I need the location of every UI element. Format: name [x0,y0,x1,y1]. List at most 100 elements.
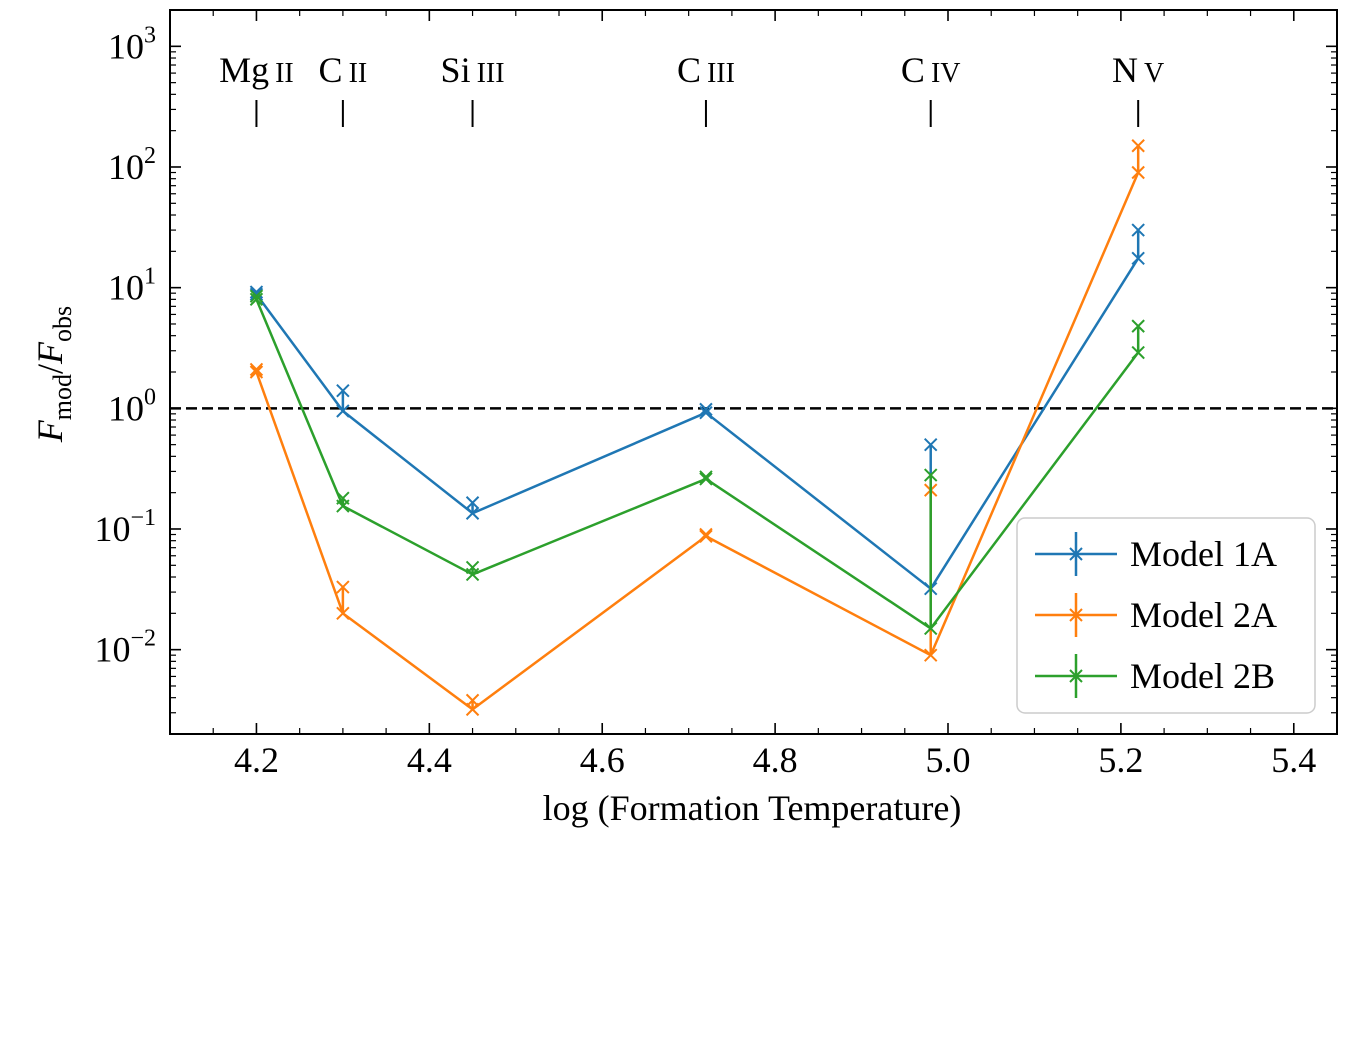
y-axis-label-sub-obs: obs [48,306,77,342]
marker-x [1131,251,1145,266]
ion-label-3: C III [677,50,735,90]
y-tick-label: 100 [108,384,156,428]
marker-x [924,437,938,452]
x-tick-label: 5.4 [1271,740,1316,780]
data-point-model-2a-5 [1131,139,1145,180]
y-tick-base: 10 [94,509,130,549]
y-tick-label: 103 [108,22,156,66]
marker-x [699,529,713,543]
ion-element: C [319,50,343,90]
ion-stage: II [349,58,368,89]
data-point-model-2a-3 [699,527,713,543]
data-point-model-2b-3 [699,470,713,486]
series-model-2b [249,289,1145,636]
y-tick-label: 101 [108,264,156,308]
y-tick-base: 10 [94,630,130,670]
marker-x [699,470,713,484]
marker-x [1131,223,1145,237]
legend-marker [1069,547,1083,561]
data-point-model-2a-2 [465,693,480,717]
data-point-model-2b-5 [1131,319,1145,360]
data-point-model-1a-1 [336,383,350,418]
ion-element: Si [441,50,471,90]
y-tick-label: 102 [108,143,156,187]
ion-stage: III [477,58,505,89]
legend-entry-model-2b: Model 2B [1035,654,1275,698]
marker-x [699,402,713,417]
y-tick-base: 10 [108,388,144,428]
y-tick-exponent: 0 [144,384,156,410]
series-line-model-1a [255,257,1140,590]
legend-label: Model 2B [1130,656,1275,696]
x-tick-label: 4.6 [580,740,625,780]
y-tick-base: 10 [108,268,144,308]
ion-label-0: Mg II [219,50,294,90]
legend-marker [1069,608,1083,622]
data-point-model-2b-1 [336,491,350,513]
ion-label-1: C II [319,50,368,90]
legend-entry-model-2a: Model 2A [1035,593,1277,637]
y-tick-base: 10 [108,26,144,66]
ion-element: C [901,50,925,90]
marker-x [1131,139,1145,153]
y-tick-exponent: 3 [144,22,156,48]
y-axis-label-slash: / [30,364,70,374]
legend-frame [1016,517,1316,714]
legend-marker [1069,669,1083,683]
x-axis-label: log (Formation Temperature) [543,788,962,828]
marker-x [699,527,713,542]
ion-element: C [677,50,701,90]
marker-x [336,491,350,505]
ion-element: Mg [219,50,269,90]
marker-x [336,606,350,621]
legend: Model 1A Model 2A Model 2B [1016,517,1316,714]
x-tick-label: 5.2 [1098,740,1143,780]
marker-x [699,405,713,420]
marker-x [465,693,480,708]
marker-x [336,383,350,398]
y-axis-label-sub-mod: mod [48,374,77,420]
ion-element: N [1112,50,1138,90]
data-point-model-1a-3 [699,402,713,420]
data-point-model-2a-1 [336,580,350,621]
x-tick-label: 4.4 [407,740,452,780]
data-point-model-2b-4 [924,468,938,636]
series-line-model-2b [255,298,1140,630]
y-tick-label: 10−1 [94,505,156,549]
ion-stage: V [1144,58,1164,89]
marker-x [1131,319,1145,333]
ion-stage: III [707,58,735,89]
marker-x [924,621,938,636]
marker-x [465,506,480,520]
data-point-model-1a-5 [1131,223,1145,266]
marker-x [465,496,480,510]
ion-label-4: C IV [901,50,961,90]
ion-label-2: Si III [441,50,505,90]
y-tick-base: 10 [108,147,144,187]
y-axis-label-f2: F [30,341,70,365]
y-axis-label: Fmod/Fobs [30,306,77,443]
data-point-model-2a-0 [249,362,264,379]
marker-x [1131,345,1145,360]
marker-x [249,287,264,302]
marker-x [249,362,264,377]
y-tick-exponent: −2 [130,626,156,652]
marker-x [924,648,938,662]
marker-x [924,468,938,482]
legend-label: Model 2A [1130,595,1277,635]
series-line-model-2a [255,172,1140,711]
x-tick-label: 4.8 [753,740,798,780]
marker-x [336,580,350,594]
marker-x [699,472,713,486]
y-tick-exponent: 1 [144,264,156,290]
marker-x [336,404,350,418]
x-tick-label: 5.0 [926,740,971,780]
y-tick-label: 10−2 [94,626,156,670]
y-tick-exponent: 2 [144,143,156,169]
data-point-model-1a-2 [465,496,480,520]
legend-entry-model-1a: Model 1A [1035,532,1277,576]
data-point-model-2b-0 [249,289,264,307]
marker-x [249,365,264,379]
